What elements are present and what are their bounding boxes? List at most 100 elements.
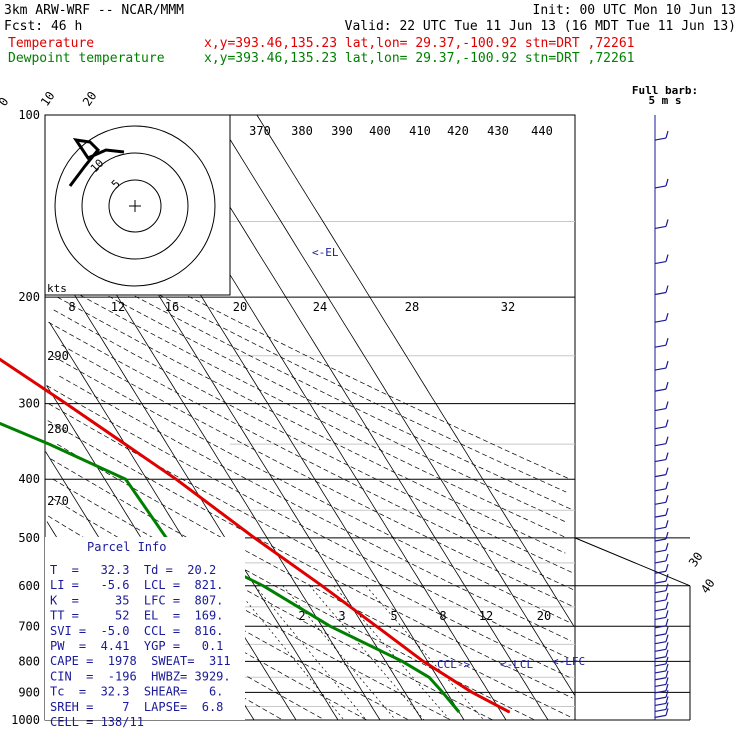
theta-label-380: 380: [291, 124, 313, 138]
temperature-tick-label: 10: [38, 89, 58, 109]
wind-barb-flag: [665, 618, 669, 626]
wind-barb: [654, 474, 667, 478]
hodograph-ring-inner: [108, 179, 162, 233]
dry-adiabat-line: [47, 420, 573, 699]
wind-barb-flag: [665, 642, 669, 650]
pressure-label-600: 600: [18, 579, 40, 593]
mixing-ratio-label: 12: [479, 609, 493, 623]
wind-barb-flag: [665, 690, 669, 698]
theta-label-270: 270: [47, 494, 69, 508]
legend-temperature: Temperature: [8, 36, 94, 51]
mixing-ratio-line: [233, 585, 345, 721]
wind-barb-flag: [665, 610, 669, 618]
wind-barb-flag: [665, 634, 669, 642]
pressure-label-900: 900: [18, 685, 40, 699]
wind-barb: [654, 570, 667, 574]
wind-barb: [654, 633, 667, 637]
wind-barb: [654, 714, 667, 718]
isotherm-line: [130, 114, 507, 721]
wind-barb: [654, 344, 667, 348]
wind-barb-flag: [665, 543, 669, 551]
wind-barb-flag: [665, 254, 669, 262]
wind-barb-flag: [665, 360, 669, 369]
dry-adiabat-line: [57, 296, 566, 554]
theta-label-280: 280: [47, 422, 69, 436]
parcel-info-row: CELL = 138/11: [50, 715, 144, 729]
wind-barb-flag: [665, 573, 669, 582]
temperature-trace: [0, 357, 511, 714]
wind-barb: [654, 388, 667, 392]
wind-barb: [654, 443, 667, 447]
wind-barb-flag: [665, 520, 669, 528]
wind-barb-flag: [665, 481, 669, 489]
wind-barb-flag: [665, 649, 669, 657]
isotherm-line: [47, 183, 381, 721]
wind-barb-flag: [665, 553, 669, 562]
wind-barb-flag: [665, 381, 669, 390]
forecast-hour: Fcst: 46 h: [4, 19, 82, 34]
wind-barb: [654, 580, 667, 584]
wind-barb: [654, 590, 667, 594]
wind-barb: [654, 319, 667, 323]
wind-barb: [654, 549, 667, 553]
theta-label-290: 290: [47, 349, 69, 363]
wind-barb-flag: [665, 683, 669, 692]
parcel-info-row: SVI = -5.0 CCL = 816.: [50, 624, 223, 638]
wind-barb: [654, 677, 667, 681]
el-marker: <-EL: [312, 246, 339, 259]
legend-dewpoint-info: x,y=393.46,135.23 lat,lon= 29.37,-100.92…: [204, 51, 634, 66]
lfc-marker: <-LFC: [552, 655, 585, 668]
theta-label-400: 400: [369, 124, 391, 138]
wind-barb-flag: [665, 670, 669, 678]
mixing-ratio-label: 20: [537, 609, 551, 623]
wind-barb-flag: [665, 564, 669, 572]
dry-adiabat-line: [57, 254, 574, 511]
lcl-marker: <-LCL: [500, 658, 533, 671]
wind-barb-flag: [665, 626, 669, 635]
wind-barb: [654, 625, 667, 629]
legend-dewpoint: Dewpoint temperature: [8, 51, 165, 66]
wind-barb: [654, 690, 667, 694]
hodograph: 5 10 kts: [44, 114, 231, 296]
hodograph-trace: [68, 138, 125, 187]
wind-barb: [654, 225, 667, 230]
wind-barb: [654, 663, 667, 667]
parcel-info-box: Parcel Info T = 32.3 Td = 20.2LI = -5.6 …: [45, 537, 245, 729]
isotherm-line: [214, 114, 575, 696]
temperature-tick-label: 20: [80, 89, 100, 109]
isotherm-line: [172, 114, 549, 721]
wind-barb-flag: [665, 531, 669, 540]
parcel-info-row: CIN = -196 HWBZ= 3929.: [50, 669, 231, 683]
wind-barb-flag: [665, 313, 669, 321]
wind-barb: [654, 137, 667, 141]
theta-label-440: 440: [531, 124, 553, 138]
mixing-ratio-lines: 2 3 5 8 12 20: [233, 585, 551, 721]
wind-barb: [654, 185, 667, 189]
hodograph-kts-label: kts: [47, 282, 67, 295]
dry-adiabat-line: [49, 581, 283, 721]
hodograph-frame: [44, 114, 231, 296]
dewpoint-point: [401, 660, 404, 663]
parcel-info-rows: T = 32.3 Td = 20.2LI = -5.6 LCL = 821.K …: [50, 563, 231, 729]
dry-adiabat-line: [57, 443, 572, 718]
wind-barb: [654, 291, 667, 296]
speed-scale: 8 12 16 20 24 28 32: [68, 300, 515, 314]
wind-barb-flag: [665, 583, 669, 591]
wind-barb: [654, 501, 667, 505]
pressure-label-200: 200: [18, 290, 40, 304]
theta-label-370: 370: [249, 124, 271, 138]
wind-barb-flag: [665, 601, 669, 609]
mixing-ratio-label: 2: [298, 609, 305, 623]
dewpoint-point: [441, 691, 444, 694]
temperature-point: [65, 402, 68, 405]
temperature-point: [175, 478, 177, 481]
dewpoint-point: [124, 478, 127, 481]
pressure-label-100: 100: [18, 108, 40, 122]
dry-adiabat-line: [59, 375, 572, 642]
hodograph-ring-middle: [81, 152, 189, 260]
wind-barb: [654, 648, 667, 652]
isotherm-line: [46, 114, 423, 721]
wind-barb-flag: [665, 178, 669, 187]
pressure-label-800: 800: [18, 654, 40, 668]
